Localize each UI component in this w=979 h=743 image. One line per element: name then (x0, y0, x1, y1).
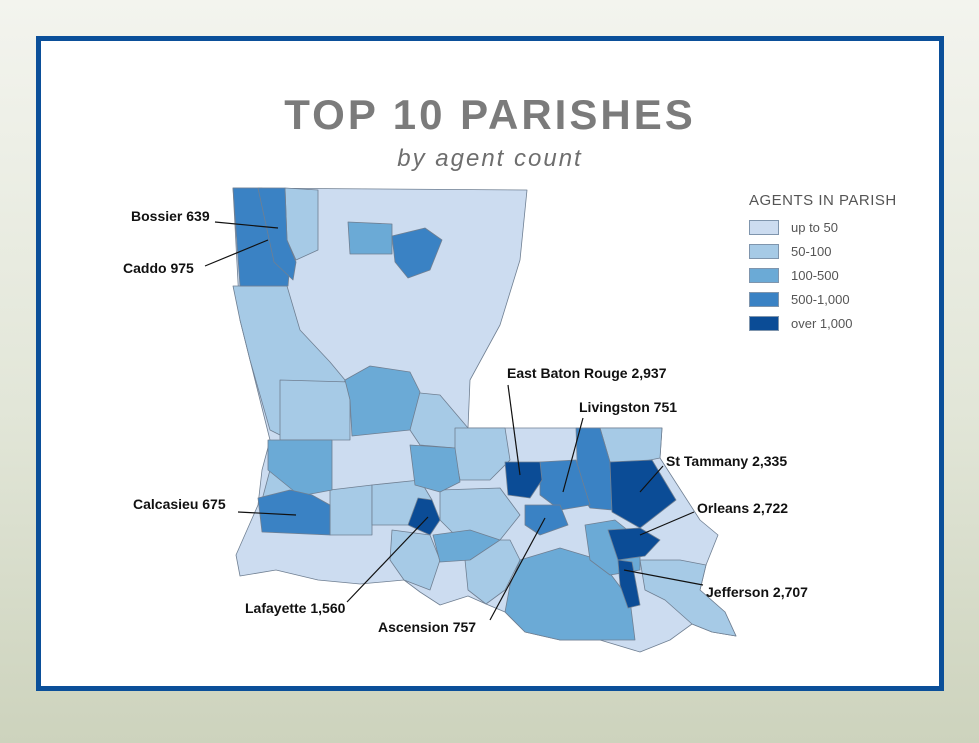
leader-line (214, 221, 279, 229)
parish-shape (279, 379, 351, 441)
map-subtitle: by agent count (397, 145, 583, 172)
legend-label: 50-100 (791, 243, 832, 259)
legend-swatch (749, 291, 779, 307)
parish-label: Caddo 975 (123, 260, 194, 276)
legend-title: AGENTS IN PARISH (749, 192, 897, 209)
map-title: TOP 10 PARISHES (284, 91, 696, 138)
parish-label: Ascension 757 (378, 619, 476, 635)
parish-shape (504, 461, 543, 499)
parish-label: Orleans 2,722 (697, 500, 788, 516)
leader-line (489, 517, 546, 621)
legend-label: 100-500 (791, 267, 839, 283)
leader-line (623, 569, 704, 586)
parish-shape (432, 529, 501, 563)
legend: AGENTS IN PARISH up to 50 50-100 100-500… (749, 192, 897, 335)
parish-label: East Baton Rouge 2,937 (507, 365, 667, 381)
legend-label: over 1,000 (791, 315, 853, 331)
parish-shape (609, 459, 677, 529)
leader-line (237, 511, 297, 516)
legend-item: 500-1,000 (749, 287, 897, 311)
parish-shape (344, 365, 421, 437)
parish-label: Livingston 751 (579, 399, 677, 415)
legend-swatch (749, 267, 779, 283)
parish-shape (257, 187, 297, 281)
leader-line (639, 465, 664, 493)
parish-label: Bossier 639 (131, 208, 210, 224)
parish-shape (329, 484, 373, 536)
legend-item: over 1,000 (749, 311, 897, 335)
legend-swatch (749, 243, 779, 259)
parish-label: Jefferson 2,707 (706, 584, 808, 600)
leader-line (562, 417, 584, 493)
legend-swatch (749, 219, 779, 235)
parish-shape (524, 504, 569, 536)
parish-label: Lafayette 1,560 (245, 600, 346, 616)
legend-swatch (749, 315, 779, 331)
legend-label: 500-1,000 (791, 291, 850, 307)
legend-item: 50-100 (749, 239, 897, 263)
legend-label: up to 50 (791, 219, 838, 235)
parish-shape (409, 444, 461, 493)
parish-shape (257, 489, 331, 536)
leader-line (346, 516, 429, 603)
parish-shape (267, 439, 333, 497)
parish-shape (599, 427, 663, 463)
parish-shape (464, 539, 521, 605)
leader-line (204, 239, 269, 267)
parish-label: Calcasieu 675 (133, 496, 226, 512)
legend-item: up to 50 (749, 215, 897, 239)
parish-shape (347, 221, 393, 255)
parish-shape (407, 497, 441, 536)
parish-shape (639, 559, 737, 637)
parish-shape (607, 527, 661, 561)
leader-line (507, 384, 521, 476)
legend-item: 100-500 (749, 263, 897, 287)
parish-shape (391, 227, 443, 279)
parish-shape (504, 547, 636, 641)
leader-line (639, 511, 695, 536)
parish-shape (617, 559, 641, 609)
parish-label: St Tammany 2,335 (666, 453, 787, 469)
